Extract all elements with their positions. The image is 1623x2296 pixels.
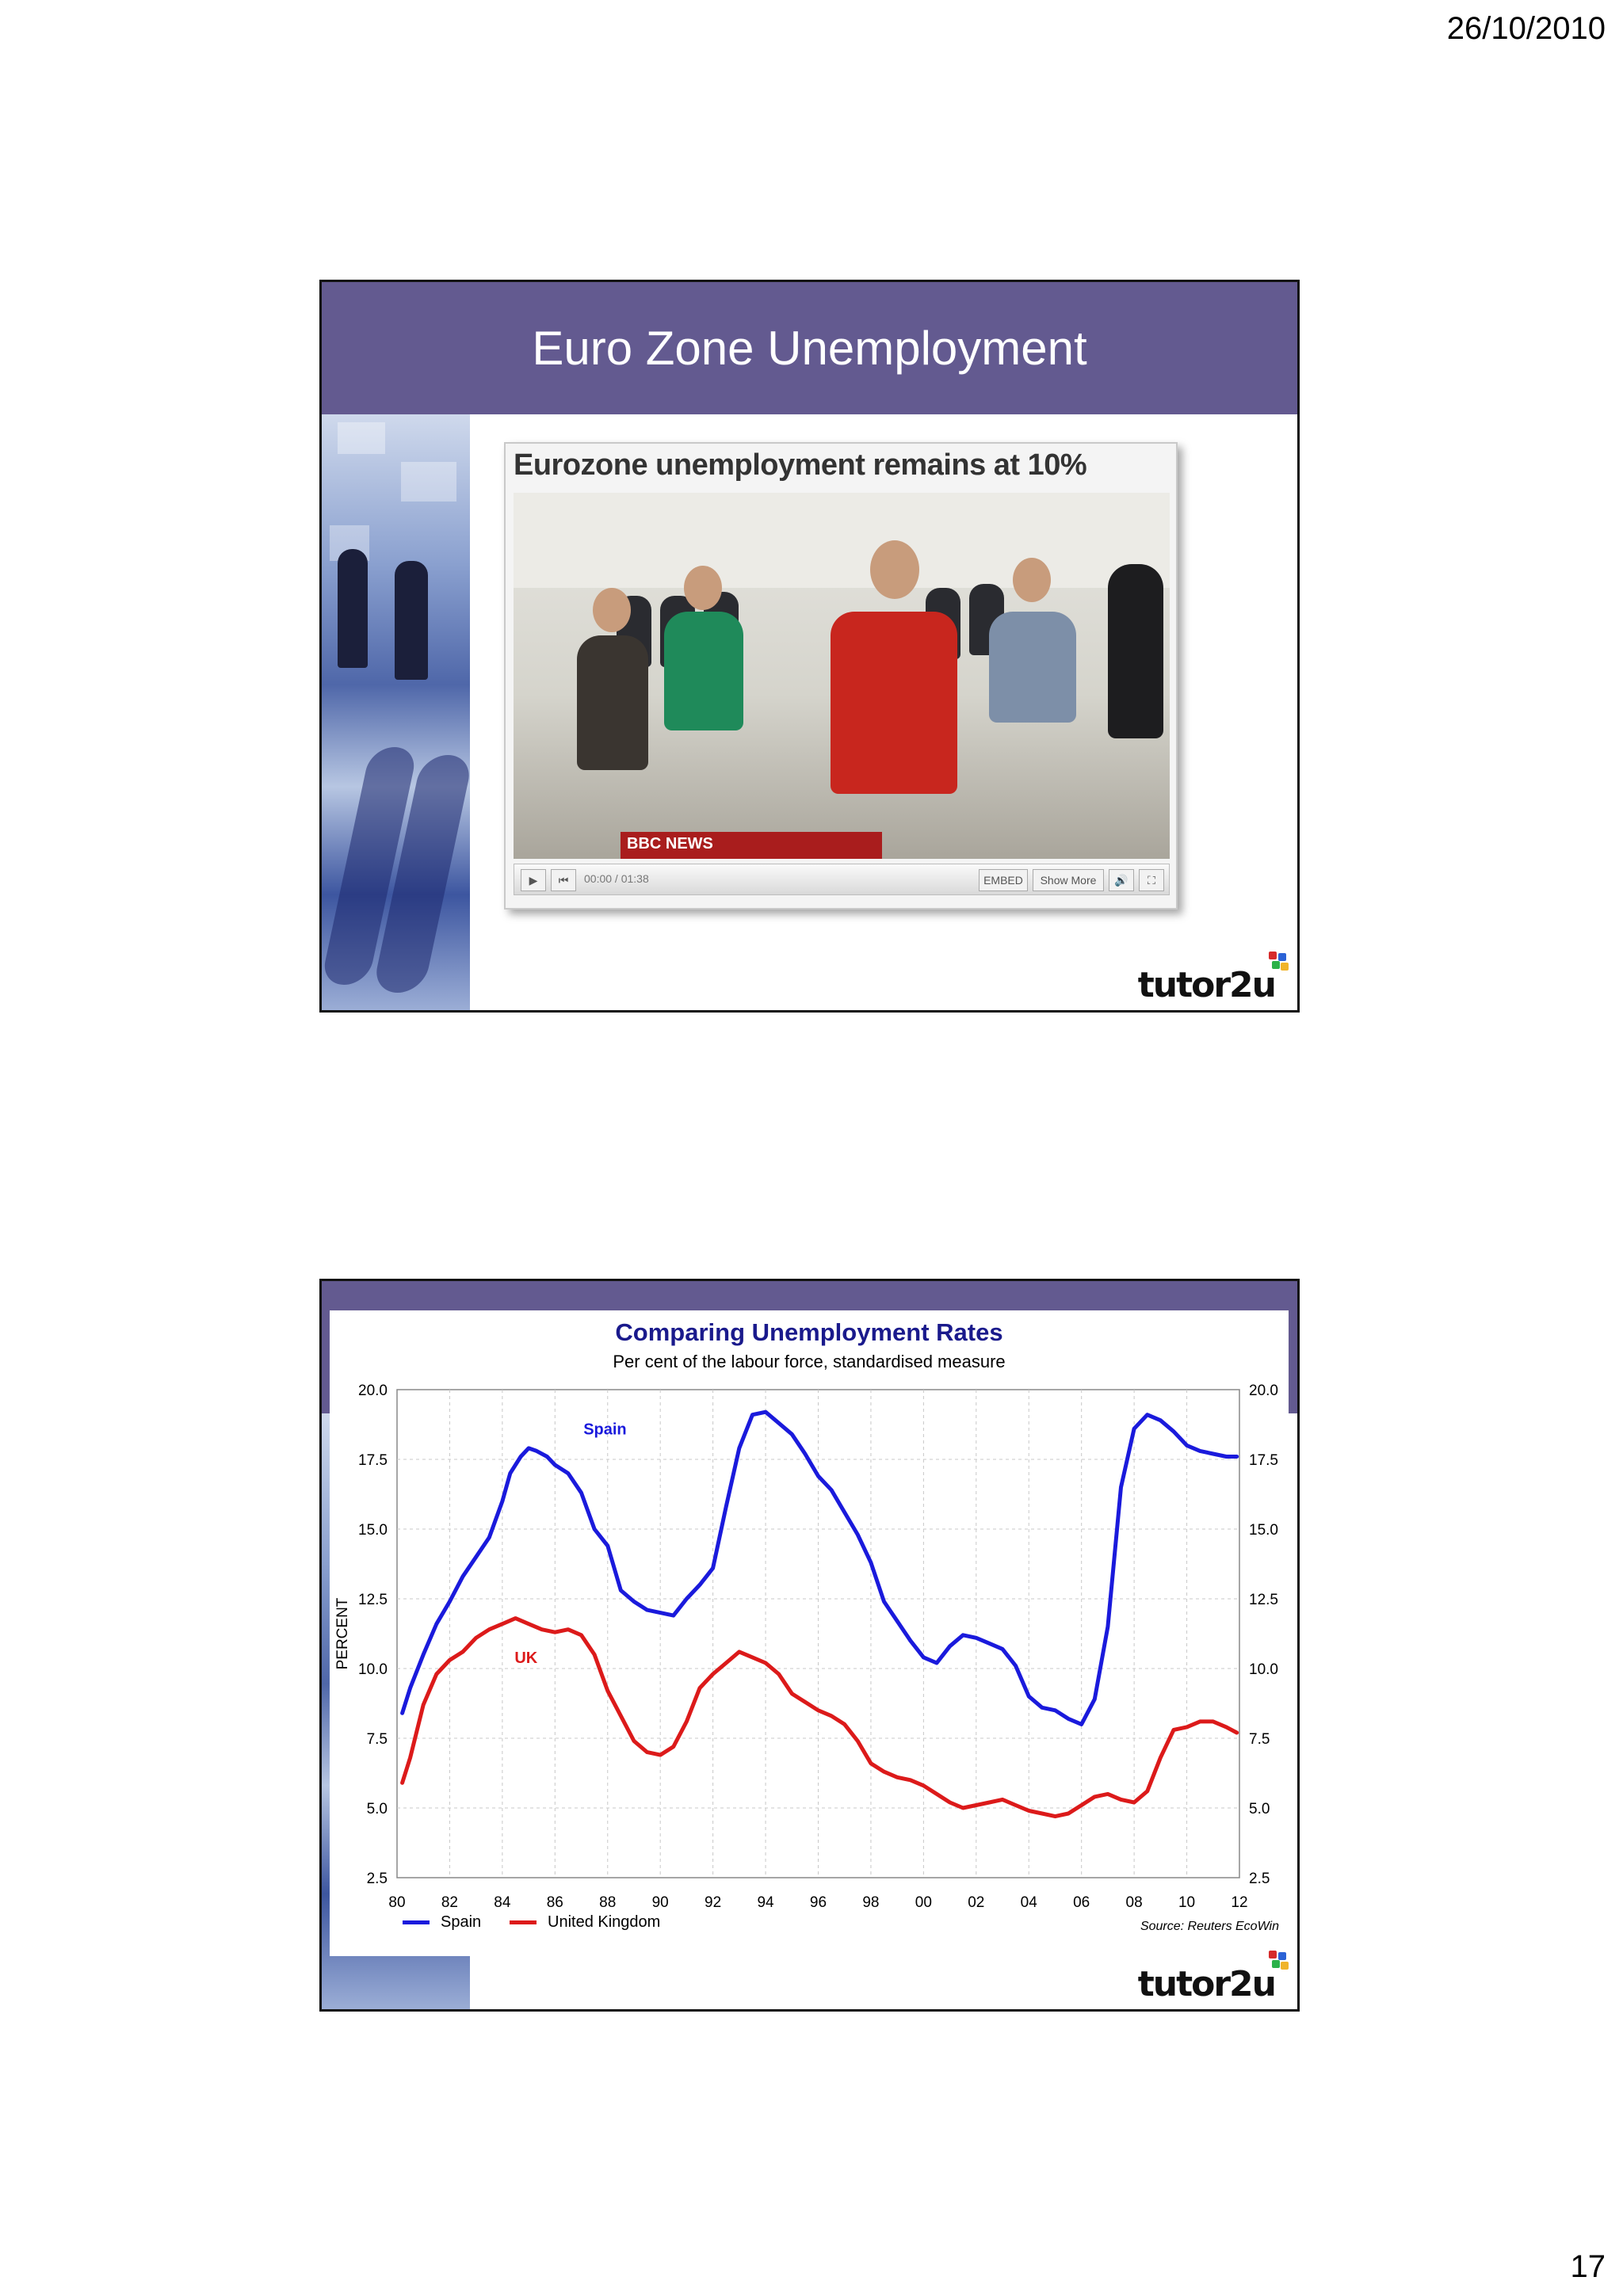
play-icon[interactable]: ▶	[521, 869, 546, 891]
x-tick-label: 06	[1073, 1894, 1090, 1911]
playback-time: 00:00 / 01:38	[584, 872, 649, 885]
video-player[interactable]: Eurozone unemployment remains at 10% BBC…	[504, 442, 1178, 910]
volume-icon[interactable]: 🔊	[1109, 869, 1134, 891]
x-tick-label: 12	[1231, 1894, 1247, 1911]
slide-unemployment-chart: Comparing Unemployment Rates Per cent of…	[319, 1279, 1300, 2012]
legend-item-united-kingdom: United Kingdom	[510, 1913, 660, 1932]
tutor2u-logo-mark	[1269, 1951, 1289, 1971]
y-tick-label-left: 10.0	[358, 1661, 388, 1678]
x-tick-label: 94	[757, 1894, 774, 1911]
legend-label: United Kingdom	[548, 1913, 661, 1931]
x-tick-label: 86	[547, 1894, 563, 1911]
x-tick-label: 98	[862, 1894, 879, 1911]
x-tick-label: 96	[810, 1894, 827, 1911]
y-tick-label-left: 17.5	[358, 1452, 388, 1469]
chart-title: Comparing Unemployment Rates	[615, 1318, 1003, 1346]
channel-label: BBC NEWS	[627, 835, 713, 852]
player-controls: ▶ ⏮ 00:00 / 01:38 EMBED Show More 🔊 ⛶	[514, 864, 1170, 895]
series-line-spain	[400, 1409, 1239, 1726]
side-decoration-image	[322, 414, 474, 1010]
fullscreen-icon[interactable]: ⛶	[1139, 869, 1164, 891]
x-tick-label: 10	[1178, 1894, 1195, 1911]
tutor2u-logo: tutor2u	[1137, 965, 1277, 1005]
y-tick-label-right: 20.0	[1249, 1383, 1278, 1399]
tutor2u-logo: tutor2u	[1137, 1964, 1277, 2004]
x-tick-label: 90	[652, 1894, 669, 1911]
x-tick-label: 00	[915, 1894, 932, 1911]
series-label-uk: UK	[514, 1650, 537, 1667]
slide-header: Euro Zone Unemployment	[322, 282, 1297, 414]
y-tick-label-left: 12.5	[358, 1592, 388, 1608]
show-more-button[interactable]: Show More	[1033, 869, 1104, 891]
page-number: 17	[1570, 2249, 1606, 2284]
chart-panel: Comparing Unemployment Rates Per cent of…	[330, 1310, 1289, 1956]
x-tick-label: 08	[1126, 1894, 1143, 1911]
legend-label: Spain	[441, 1913, 482, 1931]
y-tick-label-right: 17.5	[1249, 1452, 1278, 1469]
chart-subtitle: Per cent of the labour force, standardis…	[613, 1352, 1006, 1371]
legend-item-spain: Spain	[403, 1913, 481, 1932]
y-axis-label: PERCENT	[334, 1597, 351, 1669]
y-tick-label-left: 5.0	[367, 1801, 388, 1817]
slide-title: Euro Zone Unemployment	[532, 322, 1087, 375]
x-tick-label: 80	[388, 1894, 405, 1911]
x-tick-label: 92	[705, 1894, 721, 1911]
series-line-united-kingdom	[400, 1616, 1239, 1819]
rewind-icon[interactable]: ⏮	[551, 869, 576, 891]
page-date: 26/10/2010	[1446, 11, 1606, 46]
y-tick-label-right: 5.0	[1249, 1801, 1270, 1817]
y-tick-label-left: 2.5	[367, 1871, 388, 1887]
chart-source: Source: Reuters EcoWin	[1140, 1920, 1279, 1933]
x-tick-label: 84	[494, 1894, 511, 1911]
y-tick-label-right: 10.0	[1249, 1661, 1278, 1678]
legend-swatch	[403, 1920, 430, 1925]
tutor2u-logo-mark	[1269, 952, 1289, 972]
news-channel-strip: BBC NEWS	[621, 832, 882, 859]
video-frame[interactable]: BBC NEWS	[514, 493, 1170, 859]
y-tick-label-left: 7.5	[367, 1731, 388, 1748]
legend-swatch	[510, 1920, 537, 1925]
y-tick-label-left: 15.0	[358, 1522, 388, 1539]
x-tick-label: 88	[599, 1894, 616, 1911]
slide-euro-zone-unemployment: Euro Zone Unemployment Eurozone unemploy…	[319, 280, 1300, 1013]
series-label-spain: Spain	[583, 1421, 626, 1438]
y-tick-label-right: 12.5	[1249, 1592, 1278, 1608]
y-tick-label-left: 20.0	[358, 1383, 388, 1399]
x-tick-label: 82	[441, 1894, 458, 1911]
y-tick-label-right: 2.5	[1249, 1871, 1270, 1887]
video-headline: Eurozone unemployment remains at 10%	[514, 448, 1087, 482]
embed-button[interactable]: EMBED	[979, 869, 1028, 891]
x-tick-label: 04	[1021, 1894, 1038, 1911]
y-tick-label-right: 15.0	[1249, 1522, 1278, 1539]
line-chart: 80 82 84 86 88 90 92 94 96 98 00 02 04 06 08 10 122.5 2.5…	[334, 1383, 1278, 1911]
y-tick-label-right: 7.5	[1249, 1731, 1270, 1748]
x-tick-label: 02	[968, 1894, 984, 1911]
